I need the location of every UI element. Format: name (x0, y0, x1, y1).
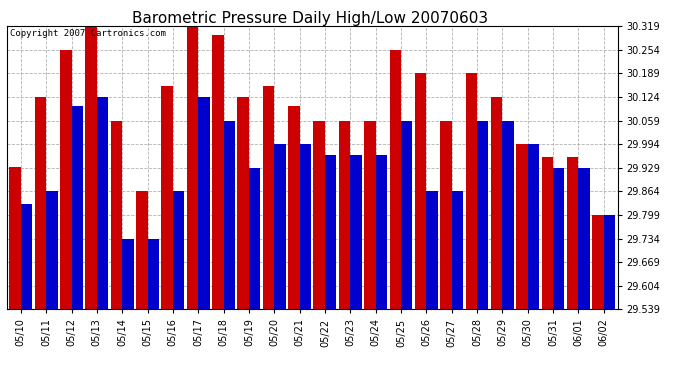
Bar (325, 155, 336, 309)
Bar (390, 50, 401, 309)
Bar (288, 106, 299, 309)
Text: Barometric Pressure Daily High/Low 20070603: Barometric Pressure Daily High/Low 20070… (132, 11, 489, 26)
Text: Copyright 2007 Cartronics.com: Copyright 2007 Cartronics.com (10, 29, 166, 38)
Bar (148, 238, 159, 309)
Bar (263, 86, 274, 309)
Bar (187, 26, 198, 309)
Bar (249, 168, 260, 309)
Bar (542, 156, 553, 309)
Bar (46, 191, 57, 309)
Bar (111, 121, 122, 309)
Bar (21, 204, 32, 309)
Bar (72, 106, 83, 309)
Bar (528, 144, 539, 309)
Bar (426, 191, 437, 309)
Bar (364, 121, 375, 309)
Bar (122, 238, 134, 309)
Bar (477, 121, 489, 309)
Bar (212, 35, 224, 309)
Bar (97, 97, 108, 309)
Bar (237, 97, 249, 309)
Bar (466, 74, 477, 309)
Bar (136, 191, 148, 309)
Bar (578, 168, 590, 309)
Bar (274, 144, 286, 309)
Bar (451, 191, 463, 309)
Bar (553, 168, 564, 309)
Bar (224, 121, 235, 309)
Bar (516, 144, 528, 309)
Bar (440, 121, 451, 309)
Bar (339, 121, 351, 309)
Bar (351, 155, 362, 309)
Bar (375, 155, 387, 309)
Bar (415, 74, 426, 309)
Bar (491, 97, 502, 309)
Bar (592, 214, 604, 309)
Bar (299, 144, 311, 309)
Bar (60, 50, 72, 309)
Bar (198, 97, 210, 309)
Bar (173, 191, 184, 309)
Bar (34, 97, 46, 309)
Bar (567, 156, 578, 309)
Bar (86, 26, 97, 309)
Bar (401, 121, 413, 309)
Bar (161, 86, 173, 309)
Bar (10, 168, 21, 309)
Bar (313, 121, 325, 309)
Bar (502, 121, 513, 309)
Bar (604, 215, 615, 309)
